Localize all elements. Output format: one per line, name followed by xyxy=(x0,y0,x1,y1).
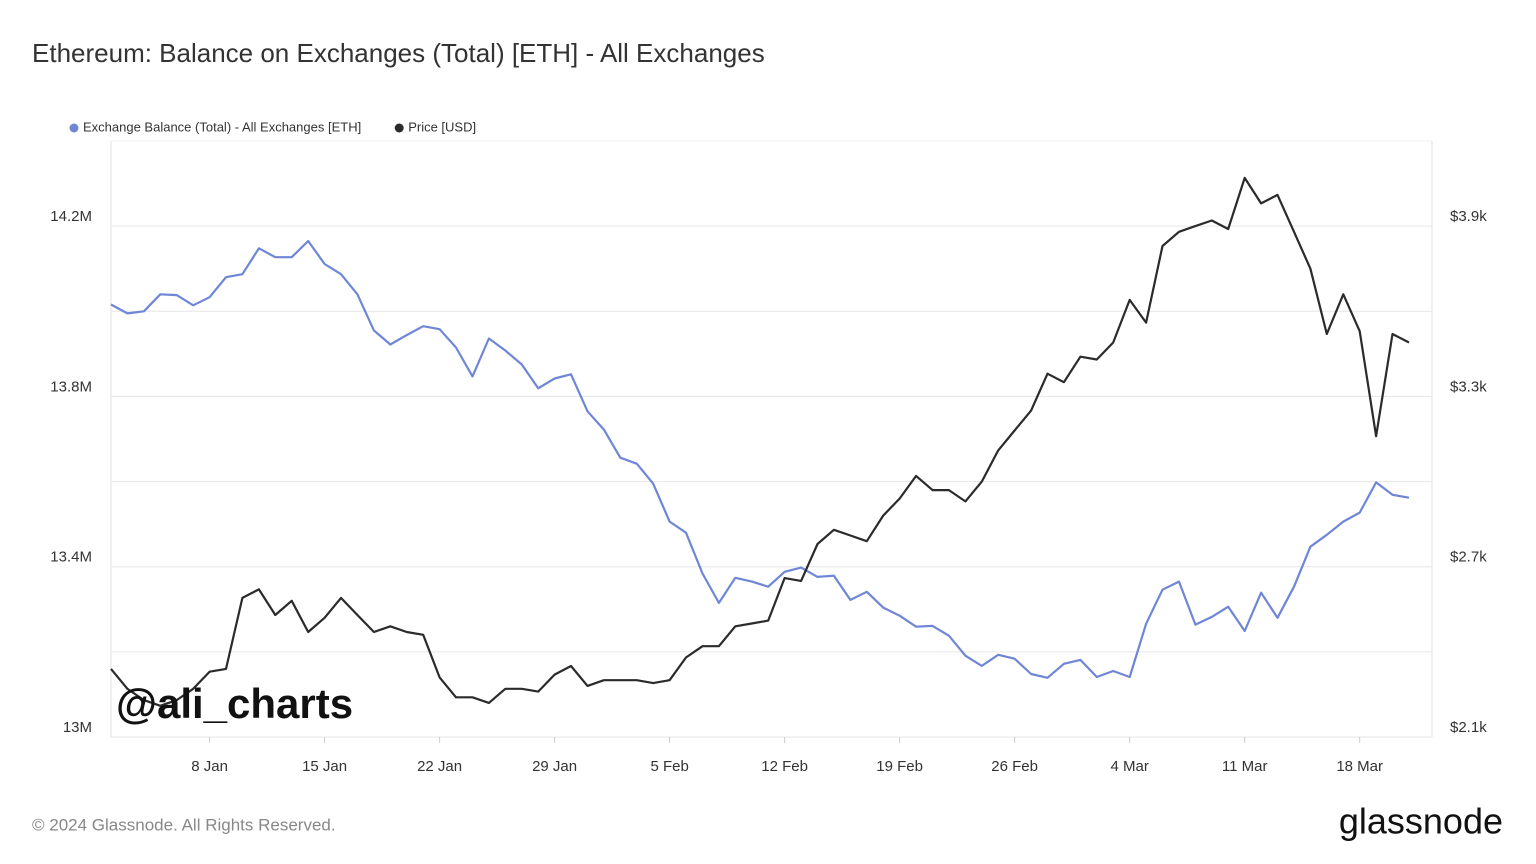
plot-area xyxy=(110,140,1433,738)
logo: glassnode xyxy=(1339,801,1503,842)
series-line xyxy=(110,176,1410,707)
x-tick-label: 5 Feb xyxy=(650,758,688,775)
x-tick-label: 11 Mar xyxy=(1222,758,1268,775)
y2-tick-label: $2.1k xyxy=(1450,719,1487,736)
x-tick-label: 12 Feb xyxy=(761,758,808,775)
x-tick-label: 29 Jan xyxy=(532,758,577,775)
y2-tick-label: $3.3k xyxy=(1450,378,1487,395)
legend-label: Exchange Balance (Total) - All Exchanges… xyxy=(83,119,361,134)
x-tick-label: 8 Jan xyxy=(191,758,228,775)
x-tick-label: 18 Mar xyxy=(1336,758,1383,775)
legend-label: Price [USD] xyxy=(408,119,476,134)
legend-marker xyxy=(394,123,404,133)
x-tick-label: 26 Feb xyxy=(991,758,1038,775)
footer: © 2024 Glassnode. All Rights Reserved. xyxy=(32,815,336,834)
series-line xyxy=(110,239,1410,679)
x-tick-label: 15 Jan xyxy=(302,758,347,775)
legend-marker xyxy=(69,123,79,133)
y-tick-label: 14.2M xyxy=(50,208,92,225)
x-tick-label: 22 Jan xyxy=(417,758,462,775)
watermark: @ali_charts xyxy=(116,680,353,727)
chart-title: Ethereum: Balance on Exchanges (Total) [… xyxy=(32,38,765,68)
x-tick-label: 19 Feb xyxy=(876,758,923,775)
y2-tick-label: $2.7k xyxy=(1450,549,1487,566)
y-tick-label: 13.8M xyxy=(50,378,92,395)
y2-tick-label: $3.9k xyxy=(1450,208,1487,225)
y-tick-label: 13.4M xyxy=(50,549,92,566)
x-tick-label: 4 Mar xyxy=(1110,758,1148,775)
y-tick-label: 13M xyxy=(63,719,92,736)
